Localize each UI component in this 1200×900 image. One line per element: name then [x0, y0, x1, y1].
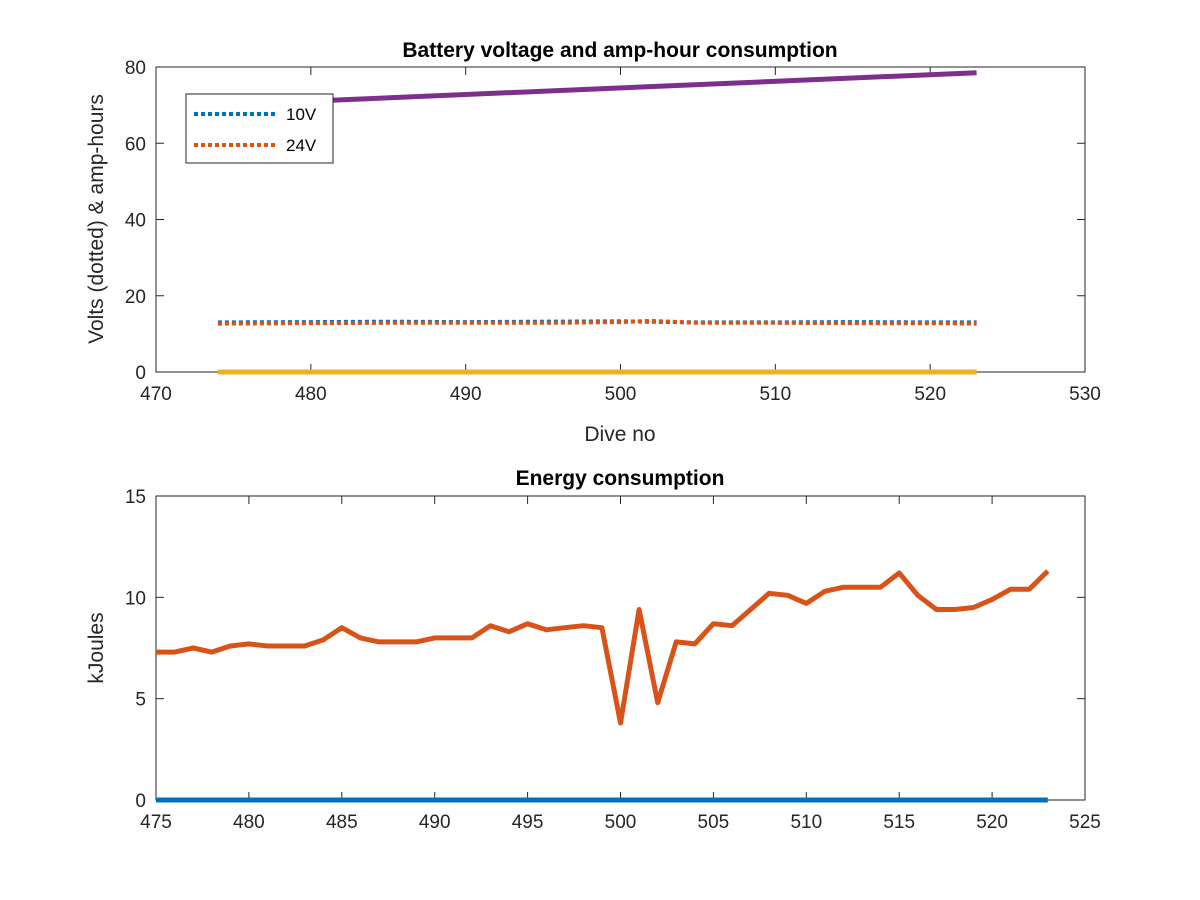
energy-ylabel: kJoules — [85, 612, 108, 683]
x-tick-label: 480 — [295, 384, 327, 405]
y-tick-label: 15 — [125, 487, 146, 508]
x-tick-label: 500 — [605, 384, 637, 405]
y-tick-label: 5 — [135, 690, 146, 711]
y-tick-label: 0 — [135, 791, 146, 812]
y-tick-label: 0 — [135, 363, 146, 384]
x-tick-label: 470 — [140, 384, 172, 405]
legend-box — [185, 93, 334, 164]
voltage-xlabel: Dive no — [584, 423, 655, 446]
x-tick-label: 520 — [914, 384, 946, 405]
x-tick-label: 505 — [698, 812, 730, 833]
legend-label: 24V — [286, 136, 317, 155]
y-tick-label: 10 — [125, 588, 146, 609]
x-tick-label: 490 — [450, 384, 482, 405]
dotted-series-line-1 — [217, 318, 977, 326]
voltage-series — [217, 70, 977, 375]
x-tick-label: 530 — [1069, 384, 1101, 405]
voltage-legend: 10V 24V — [185, 93, 334, 164]
voltage-ylabel: Volts (dotted) & amp-hours — [85, 94, 108, 344]
x-tick-label: 525 — [1069, 812, 1101, 833]
legend-label: 10V — [286, 105, 317, 124]
x-tick-label: 475 — [140, 812, 172, 833]
y-tick-label: 60 — [125, 134, 146, 155]
voltage-panel: Battery voltage and amp-hour consumption… — [85, 39, 1101, 446]
x-tick-label: 510 — [759, 384, 791, 405]
x-tick-label: 520 — [976, 812, 1008, 833]
series-line-3 — [217, 70, 977, 108]
x-tick-label: 500 — [605, 812, 637, 833]
x-tick-label: 515 — [883, 812, 915, 833]
voltage-tick-labels: 470 480 490 500 510 520 530 0 20 40 60 80 — [125, 58, 1101, 405]
x-tick-label: 495 — [512, 812, 544, 833]
series-line-1 — [156, 569, 1050, 726]
x-tick-label: 485 — [326, 812, 358, 833]
x-tick-label: 510 — [790, 812, 822, 833]
y-tick-label: 40 — [125, 211, 146, 232]
y-tick-label: 20 — [125, 287, 146, 308]
energy-series — [156, 569, 1050, 803]
voltage-panel-title: Battery voltage and amp-hour consumption — [402, 39, 837, 62]
energy-panel: Energy consumption 475 480 485 490 495 500 505… — [85, 467, 1101, 833]
y-tick-label: 80 — [125, 58, 146, 79]
energy-panel-title: Energy consumption — [516, 467, 725, 490]
x-tick-label: 490 — [419, 812, 451, 833]
x-tick-label: 480 — [233, 812, 265, 833]
